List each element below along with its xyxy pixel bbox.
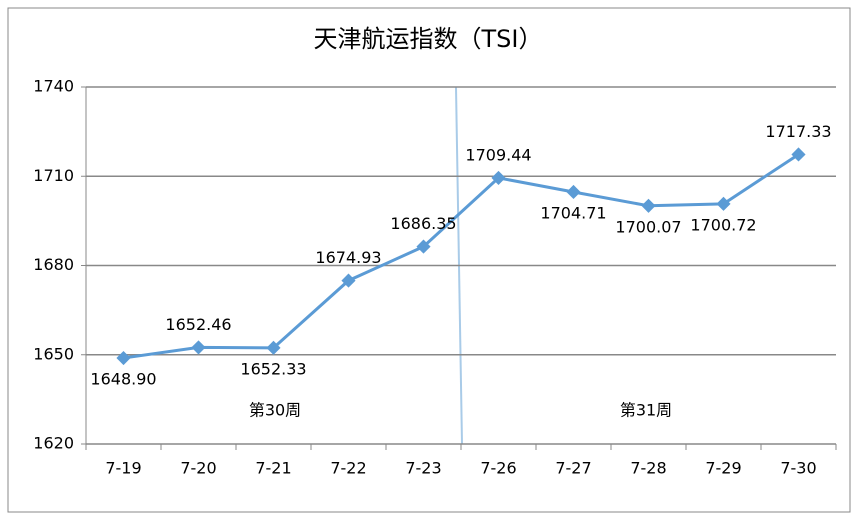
data-point — [566, 184, 581, 200]
data-point — [641, 198, 656, 213]
x-tick-label: 7-22 — [330, 459, 366, 478]
x-tick-label: 7-30 — [780, 459, 816, 478]
value-label: 1652.46 — [165, 315, 231, 334]
x-tick-label: 7-19 — [105, 459, 141, 478]
data-point — [791, 147, 806, 162]
value-label: 1648.90 — [90, 370, 156, 389]
value-label: 1700.72 — [690, 215, 756, 234]
chart-title: 天津航运指数（TSI） — [314, 25, 543, 53]
value-label: 1709.44 — [465, 145, 531, 164]
x-tick-label: 7-20 — [180, 459, 216, 478]
data-point — [116, 350, 131, 366]
y-tick-label: 1710 — [33, 166, 74, 185]
value-label: 1686.35 — [390, 214, 456, 233]
data-point — [416, 239, 431, 254]
data-point — [191, 340, 206, 355]
y-tick-label: 1650 — [33, 344, 74, 363]
value-label: 1704.71 — [540, 203, 606, 222]
data-line — [123, 153, 800, 360]
x-tick-label: 7-23 — [405, 459, 441, 478]
y-tick-label: 1740 — [33, 77, 74, 96]
value-label: 1674.93 — [315, 248, 381, 267]
chart-border — [7, 7, 851, 513]
x-tick-label: 7-28 — [630, 459, 666, 478]
data-point — [341, 273, 356, 288]
data-point — [491, 170, 506, 185]
annotation: 第31周 — [620, 401, 672, 420]
annotation: 第30周 — [249, 401, 301, 420]
value-label: 1652.33 — [240, 359, 306, 378]
y-tick-label: 1620 — [33, 434, 74, 453]
x-tick-label: 7-29 — [705, 459, 741, 478]
value-label: 1700.07 — [615, 217, 681, 236]
y-tick-label: 1680 — [33, 255, 74, 274]
x-tick-label: 7-27 — [555, 459, 591, 478]
x-tick-label: 7-21 — [255, 459, 291, 478]
x-tick-label: 7-26 — [480, 459, 516, 478]
data-point — [266, 340, 281, 355]
data-point — [716, 196, 731, 211]
value-label: 1717.33 — [765, 122, 831, 141]
